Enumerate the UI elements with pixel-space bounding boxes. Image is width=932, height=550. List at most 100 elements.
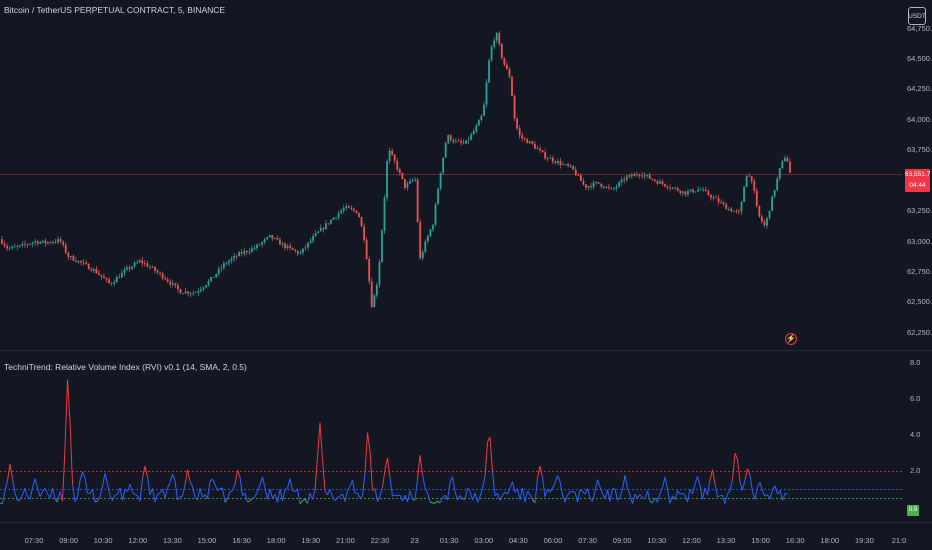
candle-body — [732, 210, 735, 212]
rvi-line-segment — [232, 484, 236, 491]
rvi-line-segment — [537, 465, 541, 479]
rvi-line-segment — [764, 494, 768, 497]
candle-body — [6, 245, 8, 249]
rvi-line-segment — [772, 485, 776, 490]
candle-body — [704, 189, 707, 192]
pane-separator[interactable] — [0, 350, 932, 351]
candle-body — [755, 190, 758, 206]
candle-body — [610, 187, 613, 189]
candle-body — [284, 243, 286, 249]
rvi-line-segment — [692, 484, 696, 495]
rvi-line-segment — [482, 476, 486, 489]
rvi-line-segment — [584, 488, 588, 495]
lightning-icon[interactable]: ⚡ — [785, 333, 797, 345]
candle-body — [406, 183, 409, 188]
rvi-line-segment — [12, 478, 16, 494]
candle-body — [200, 289, 202, 292]
candle-body — [781, 161, 784, 168]
candle-body — [3, 243, 6, 246]
candle-body — [312, 236, 314, 241]
rvi-line-segment — [504, 491, 508, 495]
rvi-line-segment — [314, 457, 318, 491]
candle-body — [745, 175, 748, 187]
rvi-line-segment — [204, 494, 208, 500]
candle-body — [207, 281, 210, 286]
candle-body — [773, 190, 776, 197]
candle-body — [370, 281, 373, 307]
rvi-line-segment — [309, 492, 313, 500]
rvi-line-segment — [534, 477, 538, 503]
candle-body — [266, 237, 269, 240]
currency-button[interactable]: USDT — [908, 7, 926, 25]
rvi-line-segment — [154, 494, 158, 503]
candle-body — [758, 205, 761, 217]
candle-body — [699, 189, 702, 191]
rvi-line-segment — [319, 422, 323, 460]
rvi-line-segment — [302, 498, 306, 502]
candle-body — [123, 269, 126, 273]
candle-body — [177, 285, 179, 290]
rvi-line-segment — [744, 468, 748, 480]
rvi-line-segment — [147, 476, 151, 495]
price-axis-label: 63,000.0 — [907, 236, 932, 246]
rvi-line-segment — [304, 498, 308, 504]
candle-body — [281, 243, 284, 245]
candle-body — [572, 165, 575, 170]
candle-body — [500, 43, 503, 58]
rvi-line-segment — [92, 489, 96, 503]
candle-body — [228, 260, 230, 264]
rvi-line-segment — [702, 487, 706, 500]
rvi-line-segment — [554, 475, 558, 484]
candle-body — [353, 208, 355, 211]
candle-body — [253, 248, 256, 249]
rvi-line-segment — [7, 464, 11, 481]
candle-body — [421, 252, 424, 259]
candle-body — [368, 258, 371, 282]
candle-body — [750, 176, 753, 182]
rvi-line-segment — [292, 490, 296, 493]
rvi-line-segment — [439, 497, 443, 504]
rvi-line-segment — [762, 490, 766, 497]
rvi-value-badge: 0.5 — [907, 505, 919, 516]
rvi-line-segment — [682, 492, 686, 496]
candle-body — [299, 252, 302, 254]
rvi-line-segment — [202, 494, 206, 498]
rvi-line-segment — [592, 491, 596, 502]
candle-body — [674, 187, 677, 189]
candle-body — [457, 140, 460, 142]
candle-body — [393, 154, 396, 161]
rvi-line-segment — [37, 487, 41, 497]
rvi-line-segment — [312, 489, 316, 500]
candle-body — [276, 238, 279, 240]
candle-body — [82, 262, 85, 264]
rvi-line-segment — [407, 490, 411, 502]
rvi-line-segment — [619, 489, 623, 498]
rvi-line-segment — [67, 379, 71, 421]
rvi-line-segment — [274, 494, 278, 503]
candle-body — [44, 240, 47, 244]
rvi-line-segment — [157, 492, 161, 495]
rvi-line-segment — [502, 491, 506, 496]
candle-body — [174, 283, 177, 286]
rvi-line-segment — [177, 496, 181, 501]
rvi-line-segment — [747, 468, 751, 476]
rvi-line-segment — [392, 494, 396, 497]
rvi-line-segment — [597, 479, 601, 488]
candle-body — [748, 175, 751, 177]
candle-body — [600, 183, 603, 187]
candle-body — [319, 227, 322, 232]
indicator-axis-label: 2.0 — [910, 466, 921, 476]
rvi-line-segment — [369, 451, 373, 491]
candle-body — [11, 246, 14, 249]
rvi-line-segment — [344, 490, 348, 502]
rvi-line-segment — [689, 488, 693, 495]
rvi-line-segment — [749, 475, 753, 493]
rvi-line-segment — [192, 486, 196, 498]
rvi-line-segment — [379, 487, 383, 497]
rvi-line-segment — [327, 489, 331, 496]
rvi-line-segment — [384, 457, 388, 470]
candle-body — [523, 138, 526, 140]
candle-body — [286, 245, 289, 249]
candle-body — [324, 223, 327, 230]
